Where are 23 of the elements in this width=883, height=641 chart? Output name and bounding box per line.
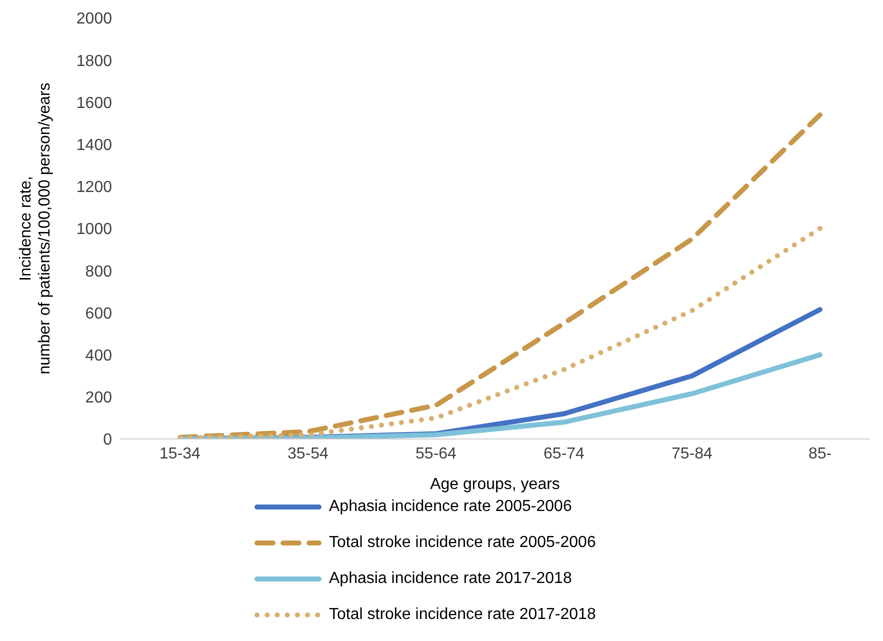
x-tick-label: 85- xyxy=(808,445,832,462)
x-tick-label: 15-34 xyxy=(160,445,201,462)
y-axis-title: Incidence rate, number of patients/100,000 person/years xyxy=(18,82,54,374)
y-tick-label: 400 xyxy=(85,347,112,364)
y-tick-label: 1400 xyxy=(76,136,112,154)
x-axis-title: Age groups, years xyxy=(430,476,560,493)
legend-label: Aphasia incidence rate 2017-2018 xyxy=(329,570,572,588)
x-tick-label: 55-64 xyxy=(416,445,457,462)
y-tick-label: 1000 xyxy=(76,221,112,238)
legend-label: Aphasia incidence rate 2005-2006 xyxy=(329,498,572,516)
legend-label: Total stroke incidence rate 2005-2006 xyxy=(329,534,596,552)
x-tick-label: 65-74 xyxy=(544,445,585,462)
x-tick-label: 35-54 xyxy=(288,445,329,462)
y-tick-label: 0 xyxy=(103,432,112,449)
y-tick-label: 1200 xyxy=(76,179,112,196)
y-tick-label: 200 xyxy=(85,390,112,407)
y-tick-label: 800 xyxy=(85,263,112,280)
y-tick-label: 2000 xyxy=(76,10,112,28)
legend-label: Total stroke incidence rate 2017-2018 xyxy=(329,606,596,624)
y-tick-label: 1600 xyxy=(76,94,112,112)
y-tick-label: 600 xyxy=(85,305,112,322)
y-tick-label: 1800 xyxy=(76,52,112,70)
x-tick-label: 75-84 xyxy=(672,445,713,462)
